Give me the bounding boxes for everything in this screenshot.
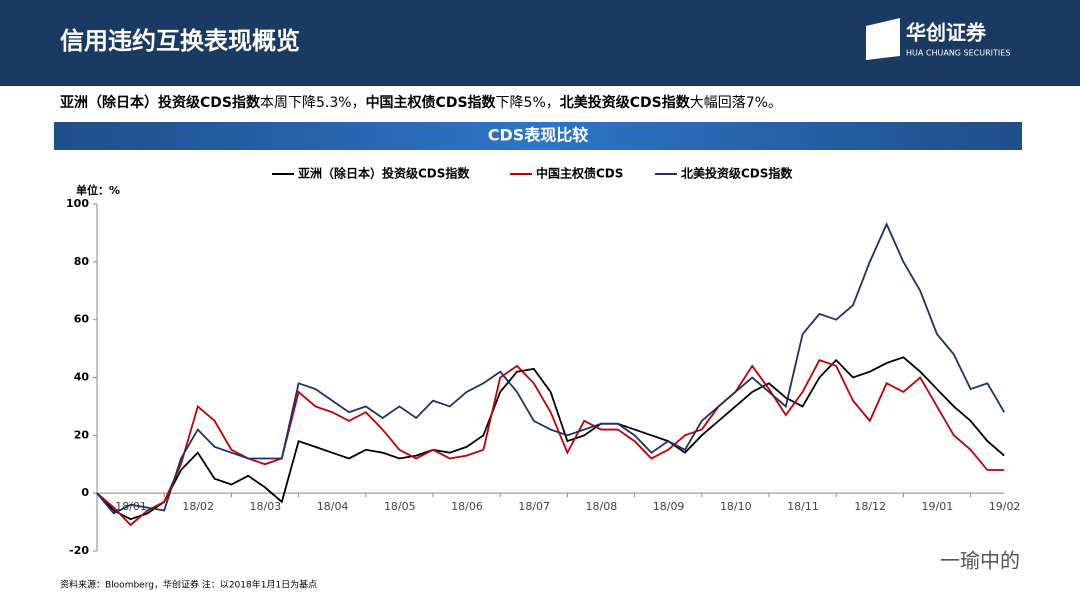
summary-part: 北美投资级CDS指数	[560, 94, 691, 111]
y-tick-label: 40	[74, 371, 90, 384]
section-title: CDS表现比较	[488, 126, 589, 145]
logo-icon	[866, 18, 900, 60]
x-tick-label: 18/08	[586, 500, 618, 513]
header-title: 信用违约互换表现概览	[60, 27, 300, 55]
y-tick-label: -20	[69, 544, 89, 557]
x-tick-label: 18/04	[317, 500, 349, 513]
x-tick-label: 18/10	[720, 500, 752, 513]
summary: 亚洲（除日本）投资级CDS指数本周下降5.3%，中国主权债CDS指数下降5%，北…	[60, 94, 782, 111]
x-tick-label: 18/03	[250, 500, 282, 513]
x-tick-label: 18/06	[451, 500, 483, 513]
x-tick-label: 19/01	[922, 500, 954, 513]
summary-part: 亚洲（除日本）投资级CDS指数	[60, 94, 261, 111]
legend-label: 亚洲（除日本）投资级CDS指数	[298, 166, 470, 181]
summary-part: 下降5%，	[496, 95, 560, 111]
watermark: 一瑜中的	[940, 549, 1020, 573]
legend-label: 中国主权债CDS	[536, 166, 623, 181]
x-tick-label: 18/12	[854, 500, 886, 513]
x-tick-label: 18/11	[787, 500, 819, 513]
y-tick-label: 100	[66, 197, 89, 210]
y-tick-label: 20	[74, 428, 90, 441]
summary-part: 中国主权债CDS指数	[366, 94, 497, 111]
y-tick-label: 80	[74, 255, 90, 268]
summary-part: 大幅回落7%。	[690, 95, 782, 111]
y-axis-label: 单位：%	[76, 183, 120, 197]
y-tick-label: 0	[81, 486, 89, 499]
legend-label: 北美投资级CDS指数	[681, 166, 793, 181]
summary-part: 本周下降5.3%，	[260, 95, 366, 111]
logo-en: HUA CHUANG SECURITIES	[906, 49, 1010, 58]
x-tick-label: 18/09	[653, 500, 685, 513]
x-tick-label: 19/02	[989, 500, 1021, 513]
series-line	[96, 356, 1005, 521]
logo-cn: 华创证券	[906, 21, 987, 45]
series-line	[96, 222, 1005, 515]
y-tick-label: 60	[74, 313, 90, 326]
source: 资料来源：Bloomberg，华创证券 注：以2018年1月1日为基点	[60, 579, 317, 591]
x-tick-label: 18/01	[115, 500, 147, 513]
x-tick-label: 18/02	[182, 500, 214, 513]
plot: -20 0 20 40 60 80 100 18/01 18/02 18/03 18/04 18/05…	[66, 166, 1020, 558]
section-bar	[54, 122, 1022, 150]
x-tick-label: 18/05	[384, 500, 416, 513]
x-tick-label: 18/07	[518, 500, 550, 513]
